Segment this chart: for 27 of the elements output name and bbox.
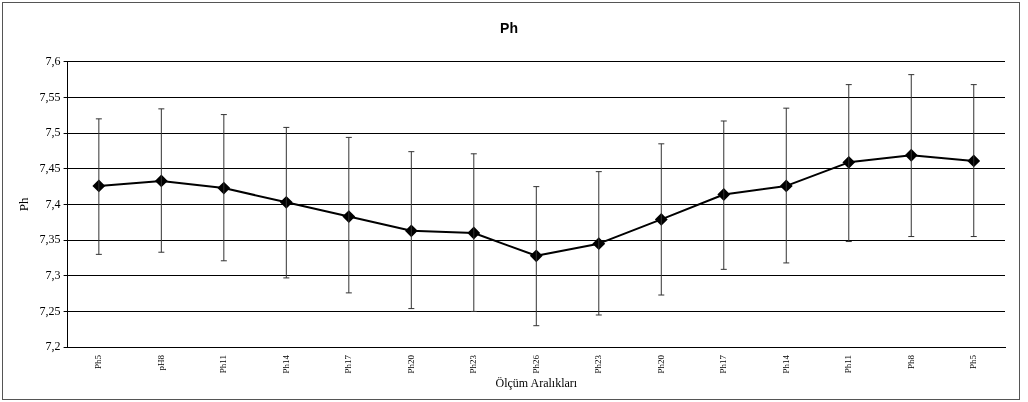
y-tick-label: 7,2 [45, 339, 61, 354]
x-axis-title: Ölçüm Aralıkları [495, 375, 578, 390]
x-tick-label: Ph17 [343, 354, 354, 374]
y-tick-label: 7,25 [39, 303, 61, 318]
y-tick-label: 7,6 [45, 53, 61, 68]
x-tick-label: Ph20 [405, 354, 416, 374]
y-tick-label: 7,45 [39, 160, 61, 175]
y-axis-title: Ph [16, 197, 32, 212]
x-tick-label: Ph5 [93, 354, 104, 370]
x-tick-label: Ph20 [655, 354, 666, 374]
chart-title: Ph [500, 20, 518, 37]
x-tick-label: Ph14 [780, 354, 791, 374]
y-tick-label: 7,4 [45, 196, 61, 211]
x-tick-label: Ph5 [968, 354, 979, 370]
x-tick-label: Ph17 [718, 354, 729, 374]
x-tick-label: pH8 [155, 354, 166, 371]
x-tick-label: Ph11 [218, 355, 229, 374]
x-tick-label: Ph23 [593, 354, 604, 374]
x-tick-label: Ph23 [468, 354, 479, 374]
x-tick-label: Ph11 [843, 355, 854, 374]
x-tick-label: Ph26 [530, 354, 541, 374]
y-tick-label: 7,3 [45, 267, 61, 282]
x-tick-label: Ph8 [905, 354, 916, 370]
y-tick-label: 7,55 [39, 89, 61, 104]
y-tick-label: 7,5 [45, 125, 61, 140]
x-tick-label: Ph14 [280, 354, 291, 374]
y-tick-label: 7,35 [39, 232, 61, 247]
